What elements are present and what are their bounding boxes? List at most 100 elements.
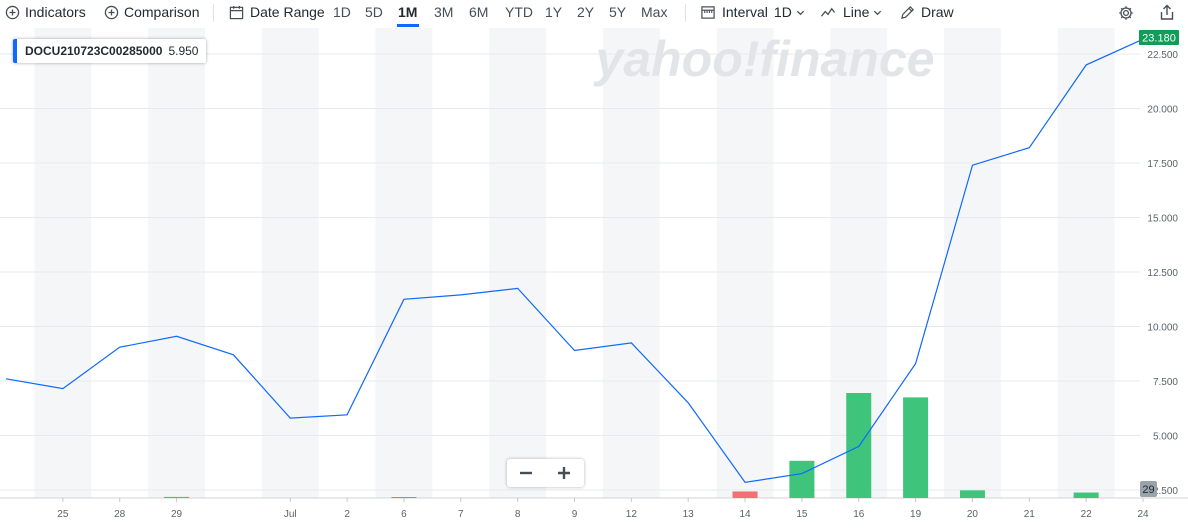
volume-bars	[164, 393, 1099, 498]
date-range-label: Date Range	[250, 4, 325, 20]
volume-bar	[903, 397, 929, 498]
day-band	[716, 28, 774, 498]
plus-circle-icon	[5, 5, 20, 19]
chevron-down-icon	[874, 10, 882, 15]
draw-label: Draw	[921, 4, 954, 20]
day-band	[944, 28, 1001, 498]
x-tick-label: 19	[910, 509, 922, 520]
volume-bar	[959, 490, 985, 498]
minus-icon	[520, 471, 532, 475]
interval-dropdown[interactable]: Interval 1D	[700, 4, 805, 20]
settings-button[interactable]	[1118, 5, 1134, 21]
zoom-out-button[interactable]	[507, 459, 545, 487]
x-tick-label: 28	[114, 509, 126, 520]
x-tick-label: 25	[57, 509, 69, 520]
zoom-controls	[507, 459, 584, 487]
toolbar-divider	[685, 4, 686, 22]
y-tick-label: 12.500	[1147, 268, 1178, 279]
x-tick-label: 29	[171, 509, 183, 520]
x-tick-label: 22	[1081, 509, 1093, 520]
legend-color-bar	[13, 39, 17, 63]
y-tick-label: 15.000	[1147, 214, 1178, 225]
interval-label: Interval	[722, 4, 768, 20]
y-tick-label: 22.500	[1147, 50, 1178, 61]
range-ytd[interactable]: YTD	[505, 4, 533, 20]
active-range-indicator	[397, 24, 419, 27]
chart-type-label: Line	[843, 4, 870, 20]
day-band	[34, 28, 92, 498]
x-tick-label: 21	[1024, 509, 1036, 520]
volume-bar	[732, 491, 758, 498]
grid-lines	[0, 53, 1188, 499]
range-2y[interactable]: 2Y	[577, 4, 595, 20]
day-band	[1057, 28, 1115, 498]
day-band	[489, 28, 547, 498]
x-tick-label: 15	[796, 509, 808, 520]
volume-bar	[1073, 492, 1099, 498]
y-tick-label: 10.000	[1147, 323, 1178, 334]
chart-type-dropdown[interactable]: Line	[820, 4, 882, 20]
volume-bar	[789, 460, 815, 498]
x-tick-label: 24	[1137, 509, 1149, 520]
share-icon	[1160, 4, 1174, 20]
x-tick-label: 12	[626, 509, 638, 520]
day-band	[148, 28, 205, 498]
x-tick-label: 6	[401, 509, 407, 520]
x-tick-label: 14	[739, 509, 751, 520]
chart-toolbar: Indicators Comparison Date Range 1D 5D 1…	[0, 0, 1188, 27]
range-1m[interactable]: 1M	[398, 4, 418, 20]
interval-icon	[701, 5, 715, 19]
share-button[interactable]	[1159, 4, 1175, 21]
range-1y[interactable]: 1Y	[545, 4, 563, 20]
x-tick-label: 9	[572, 509, 578, 520]
day-band	[375, 28, 433, 498]
x-tick-label: 16	[853, 509, 865, 520]
y-tick-label: 2.500	[1153, 486, 1178, 497]
range-5d[interactable]: 5D	[365, 4, 383, 20]
last-price-badge: 23.180	[1139, 30, 1179, 45]
watermark: yahoo!finance	[593, 31, 935, 87]
chevron-down-icon	[796, 10, 804, 15]
y-tick-label: 17.500	[1147, 159, 1178, 170]
plus-circle-icon	[104, 5, 119, 19]
comparison-button[interactable]: Comparison	[104, 4, 199, 20]
range-5y[interactable]: 5Y	[609, 4, 627, 20]
volume-bar	[391, 497, 417, 498]
toolbar-divider	[213, 4, 214, 22]
gear-icon	[1119, 6, 1133, 20]
range-3m[interactable]: 3M	[434, 4, 454, 20]
x-tick-label: 2	[344, 509, 350, 520]
legend-symbol: DOCU210723C00285000	[25, 44, 163, 58]
calendar-icon	[229, 5, 244, 19]
range-1d[interactable]: 1D	[333, 4, 351, 20]
plus-icon	[558, 467, 570, 479]
indicators-button[interactable]: Indicators	[5, 4, 86, 20]
line-chart-icon	[820, 7, 836, 17]
x-tick-label: Jul	[284, 509, 297, 520]
volume-tag: 29	[1140, 481, 1157, 497]
x-tick-label: 8	[515, 509, 521, 520]
x-tick-label: 7	[458, 509, 464, 520]
comparison-label: Comparison	[124, 4, 200, 20]
zoom-in-button[interactable]	[545, 459, 583, 487]
x-tick-label: 13	[683, 509, 695, 520]
date-range-button[interactable]: Date Range	[229, 4, 325, 20]
last-price-text: 23.180	[1142, 33, 1176, 45]
y-axis: 22.500 20.000 17.500 15.000 12.500 10.000 7.50…	[1147, 50, 1178, 497]
indicators-label: Indicators	[25, 4, 86, 20]
range-6m[interactable]: 6M	[469, 4, 489, 20]
y-tick-label: 5.000	[1153, 432, 1178, 443]
volume-bar	[164, 496, 190, 498]
price-chart[interactable]: yahoo!finance 22.50020.00017.50015.00012…	[0, 28, 1188, 529]
legend-value: 5.950	[168, 44, 199, 58]
price-line	[5, 38, 1144, 484]
y-tick-label: 7.500	[1153, 377, 1178, 388]
day-band	[602, 28, 660, 498]
y-tick-label: 20.000	[1147, 105, 1178, 116]
interval-value: 1D	[773, 4, 792, 20]
range-max[interactable]: Max	[641, 4, 668, 20]
pencil-icon	[901, 5, 914, 19]
draw-button[interactable]: Draw	[900, 4, 954, 20]
series-legend[interactable]: DOCU210723C00285000 5.950	[13, 39, 207, 63]
weekday-bands	[34, 28, 1115, 498]
